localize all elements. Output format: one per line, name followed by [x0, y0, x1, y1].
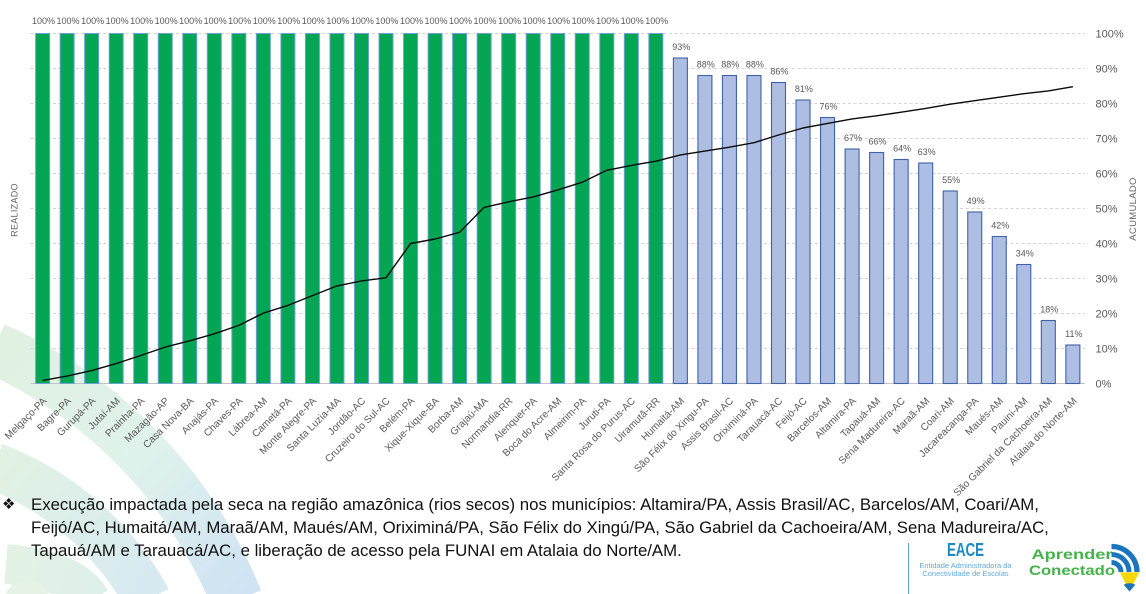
svg-text:80%: 80% [1096, 98, 1118, 110]
svg-text:ACUMULADO: ACUMULADO [1128, 177, 1139, 240]
svg-text:88%: 88% [746, 60, 764, 70]
svg-text:100%: 100% [179, 16, 202, 26]
svg-text:50%: 50% [1096, 203, 1118, 215]
svg-text:34%: 34% [1016, 249, 1034, 259]
svg-text:100%: 100% [523, 16, 546, 26]
svg-text:100%: 100% [155, 16, 178, 26]
svg-text:100%: 100% [351, 16, 374, 26]
svg-text:100%: 100% [326, 16, 349, 26]
svg-text:88%: 88% [721, 60, 739, 70]
svg-text:100%: 100% [81, 16, 104, 26]
svg-text:100%: 100% [596, 16, 619, 26]
svg-text:100%: 100% [302, 16, 325, 26]
svg-text:55%: 55% [942, 175, 960, 185]
svg-text:100%: 100% [32, 16, 55, 26]
svg-text:42%: 42% [991, 221, 1009, 231]
svg-text:49%: 49% [967, 196, 985, 206]
svg-text:70%: 70% [1096, 133, 1118, 145]
svg-text:90%: 90% [1096, 63, 1118, 75]
svg-text:100%: 100% [400, 16, 423, 26]
svg-text:20%: 20% [1096, 308, 1118, 320]
svg-text:81%: 81% [795, 84, 813, 94]
svg-text:100%: 100% [547, 16, 570, 26]
svg-text:0%: 0% [1096, 378, 1112, 390]
svg-text:100%: 100% [621, 16, 644, 26]
svg-text:100%: 100% [106, 16, 129, 26]
svg-text:67%: 67% [844, 133, 862, 143]
svg-text:100%: 100% [498, 16, 521, 26]
svg-text:100%: 100% [228, 16, 251, 26]
svg-text:100%: 100% [253, 16, 276, 26]
svg-text:100%: 100% [56, 16, 79, 26]
svg-text:64%: 64% [893, 144, 911, 154]
svg-text:60%: 60% [1096, 168, 1118, 180]
svg-text:18%: 18% [1040, 305, 1058, 315]
svg-text:30%: 30% [1096, 273, 1118, 285]
svg-text:10%: 10% [1096, 343, 1118, 355]
svg-text:100%: 100% [572, 16, 595, 26]
svg-text:100%: 100% [204, 16, 227, 26]
svg-text:93%: 93% [672, 42, 690, 52]
svg-text:100%: 100% [645, 16, 668, 26]
svg-text:66%: 66% [868, 137, 886, 147]
svg-text:100%: 100% [424, 16, 447, 26]
svg-text:76%: 76% [819, 102, 837, 112]
svg-text:100%: 100% [1096, 28, 1124, 40]
svg-text:100%: 100% [449, 16, 472, 26]
svg-text:11%: 11% [1065, 329, 1082, 339]
svg-text:100%: 100% [277, 16, 300, 26]
svg-text:100%: 100% [130, 16, 153, 26]
svg-text:88%: 88% [697, 60, 715, 70]
svg-text:86%: 86% [770, 67, 788, 77]
svg-text:40%: 40% [1096, 238, 1118, 250]
svg-text:100%: 100% [375, 16, 398, 26]
svg-text:63%: 63% [918, 147, 936, 157]
svg-text:REALIZADO: REALIZADO [10, 183, 20, 237]
svg-text:100%: 100% [473, 16, 496, 26]
